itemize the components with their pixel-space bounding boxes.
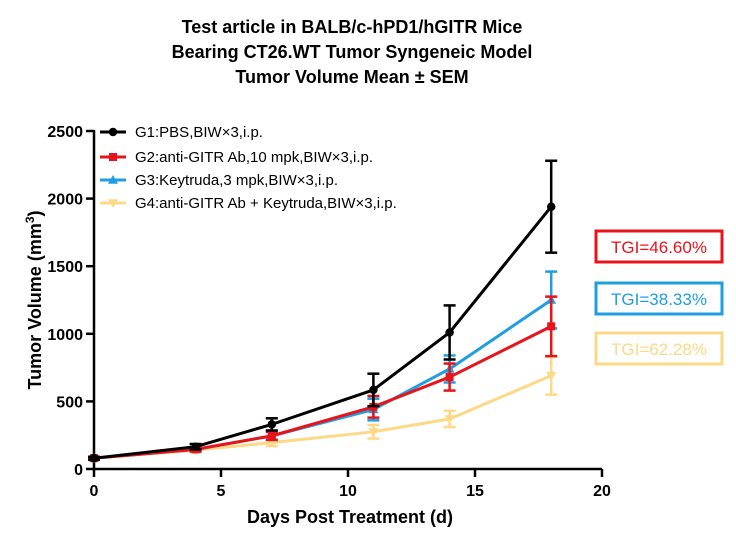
legend-label: G2:anti-GITR Ab,10 mpk,BIW×3,i.p. (135, 149, 373, 166)
legend-marker (108, 127, 118, 137)
tgi-text-g4: TGI=62.28% (611, 340, 707, 359)
data-point (546, 371, 557, 381)
legend-label: G3:Keytruda,3 mpk,BIW×3,i.p. (135, 172, 338, 189)
legend-label: G1:PBS,BIW×3,i.p. (135, 124, 263, 141)
tgi-box-g2 (594, 229, 724, 264)
x-tick-label: 0 (90, 483, 99, 500)
series-g4 (88, 355, 558, 464)
data-point (546, 202, 556, 211)
data-point (369, 385, 378, 395)
data-point (547, 322, 556, 331)
x-tick-label: 15 (466, 483, 484, 500)
tgi-box-g3 (594, 281, 724, 316)
series-line-g1 (93, 205, 553, 460)
series-g1 (88, 159, 558, 463)
data-point (267, 420, 277, 429)
tgi-annotation-g4: TGI=62.28% (594, 331, 724, 366)
x-tick-label: 20 (593, 483, 611, 500)
tgi-annotation-g2: TGI=46.60% (594, 229, 724, 264)
legend-marker (108, 199, 118, 208)
data-point (191, 442, 200, 451)
series-layer (88, 159, 558, 464)
legend-marker (108, 175, 118, 184)
y-axis-label: Tumor Volume (mm3) (23, 210, 45, 389)
legend-item-g4: G4:anti-GITR Ab + Keytruda,BIW×3,i.p. (100, 195, 397, 212)
series-line-g3 (93, 298, 553, 460)
chart-title-line-2: Bearing CT26.WT Tumor Syngeneic Model (172, 42, 533, 62)
legend-marker (109, 153, 117, 161)
chart-title-line-3: Tumor Volume Mean ± SEM (235, 67, 468, 87)
data-point (445, 373, 454, 382)
x-tick-label: 10 (339, 483, 357, 500)
data-point (89, 453, 99, 463)
tgi-annotation-g3: TGI=38.33% (594, 281, 724, 316)
y-tick-label: 500 (56, 394, 83, 411)
y-axis-label-main: Tumor Volume (mm (25, 223, 45, 389)
legend-item-g1: G1:PBS,BIW×3,i.p. (100, 124, 263, 141)
tgi-box-g4 (594, 331, 724, 366)
series-line-g2 (93, 325, 552, 460)
x-axis-ticks: 0 5 10 15 20 (90, 469, 611, 500)
legend: G1:PBS,BIW×3,i.p. G2:anti-GITR Ab,10 mpk,… (100, 124, 397, 212)
x-axis-label: Days Post Treatment (d) (247, 507, 453, 527)
y-axis-label-superscript: 3 (23, 216, 37, 223)
tgi-text-g2: TGI=46.60% (611, 238, 707, 257)
y-tick-label: 2000 (47, 192, 83, 209)
y-tick-label: 1500 (47, 259, 83, 276)
y-tick-label: 1000 (47, 327, 83, 344)
data-point (368, 428, 379, 437)
y-tick-label: 0 (74, 462, 83, 479)
data-point (445, 328, 454, 337)
y-tick-label: 2500 (47, 124, 83, 141)
legend-item-g2: G2:anti-GITR Ab,10 mpk,BIW×3,i.p. (100, 149, 373, 166)
data-point (267, 431, 276, 440)
series-line-g4 (93, 374, 552, 460)
tgi-text-g3: TGI=38.33% (611, 290, 707, 309)
series-g3 (88, 270, 558, 462)
chart-title-line-1: Test article in BALB/c-hPD1/hGITR Mice (182, 17, 523, 37)
legend-item-g3: G3:Keytruda,3 mpk,BIW×3,i.p. (100, 172, 338, 189)
y-axis-label-end: ) (25, 210, 45, 216)
y-axis-ticks: 0 500 1000 1500 2000 2500 (47, 124, 94, 479)
legend-label: G4:anti-GITR Ab + Keytruda,BIW×3,i.p. (135, 195, 397, 212)
x-tick-label: 5 (217, 483, 226, 500)
data-point (444, 415, 455, 424)
